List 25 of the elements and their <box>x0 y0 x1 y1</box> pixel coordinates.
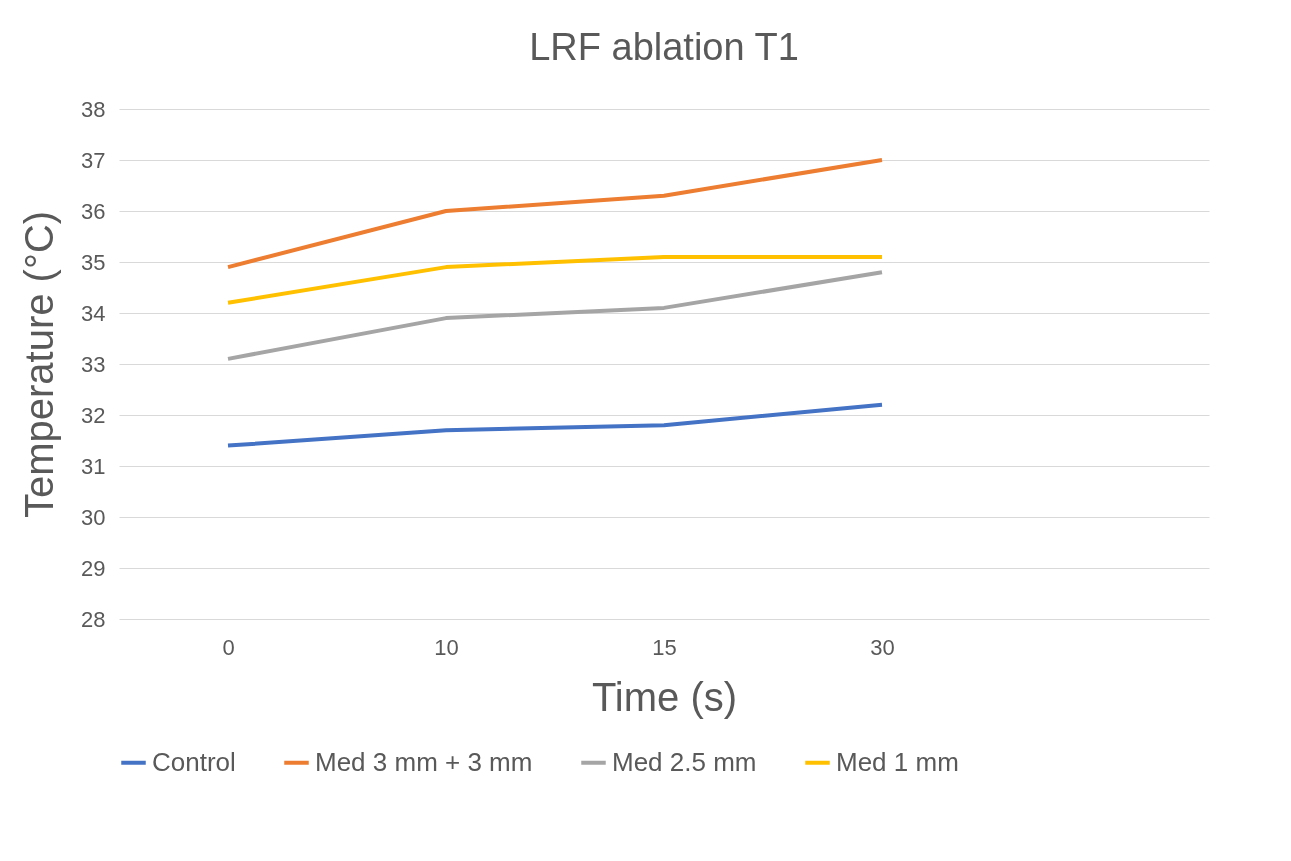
x-tick-label: 0 <box>222 634 235 660</box>
y-tick-label: 34 <box>81 300 106 326</box>
y-tick-label: 31 <box>81 453 106 479</box>
x-tick-label: 30 <box>870 634 895 660</box>
line-series <box>226 270 884 361</box>
y-tick-label: 38 <box>81 96 106 122</box>
y-tick-label: 29 <box>81 555 106 581</box>
legend-label: Med 3 mm + 3 mm <box>315 746 533 777</box>
y-tick-label: 28 <box>81 606 106 632</box>
y-tick-label: 33 <box>81 351 106 377</box>
y-tick-label: 36 <box>81 198 106 224</box>
legend-label: Med 1 mm <box>836 746 959 777</box>
chart-title: LRF ablation T1 <box>529 26 799 68</box>
x-axis-title: Time (s) <box>591 674 738 719</box>
line-series <box>226 402 884 448</box>
legend-label: Control <box>152 746 236 777</box>
y-tick-label: 32 <box>81 402 106 428</box>
x-tick-label: 15 <box>652 634 677 660</box>
y-tick-label: 37 <box>81 147 106 173</box>
legend-label: Med 2.5 mm <box>612 746 757 777</box>
y-tick-label: 30 <box>81 504 106 530</box>
line-series <box>226 158 884 270</box>
x-tick-label: 10 <box>434 634 459 660</box>
y-axis-title: Temperature (°C) <box>17 210 62 519</box>
y-tick-label: 35 <box>81 249 106 275</box>
